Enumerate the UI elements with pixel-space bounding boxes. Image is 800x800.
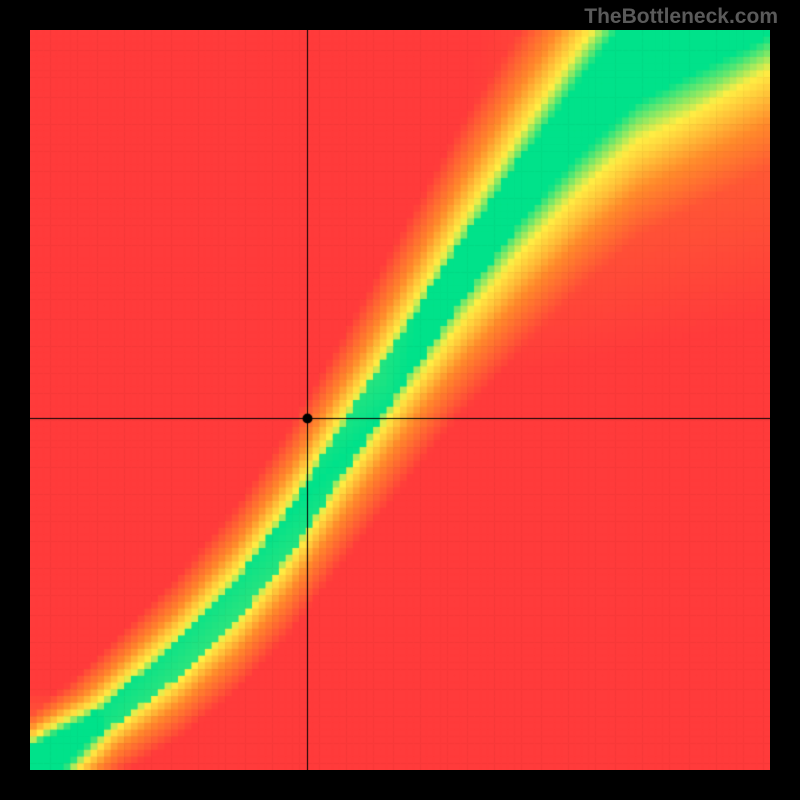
watermark-text: TheBottleneck.com bbox=[584, 5, 778, 29]
bottleneck-heatmap bbox=[30, 30, 770, 770]
